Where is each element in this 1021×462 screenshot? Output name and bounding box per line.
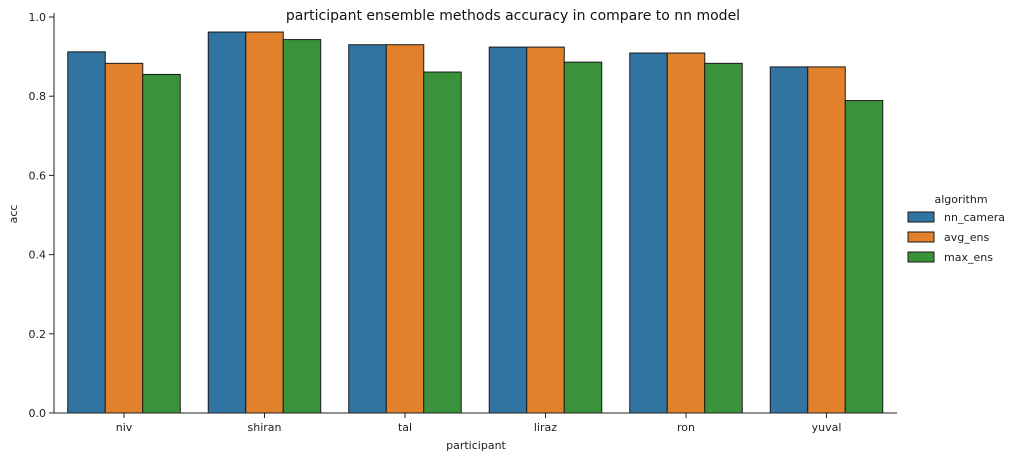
- legend-label-max_ens: max_ens: [944, 251, 993, 264]
- bar-max_ens-yuval: [844, 100, 884, 414]
- y-tick-label: 0.0: [29, 407, 47, 420]
- y-tick-label: 1.0: [29, 11, 47, 24]
- legend-swatch-max_ens: [907, 251, 935, 263]
- bar-nn_camera-yuval: [769, 66, 809, 414]
- legend-title: algorithm: [934, 193, 987, 206]
- x-tick-label: yuval: [812, 421, 842, 434]
- x-tick-label: liraz: [534, 421, 557, 434]
- bar-avg_ens-yuval: [807, 66, 846, 414]
- legend-label-nn_camera: nn_camera: [944, 211, 1005, 224]
- x-tick-label: shiran: [248, 421, 282, 434]
- bar-avg_ens-liraz: [526, 46, 565, 414]
- x-axis: niv shiran tal liraz ron yuval: [54, 412, 897, 434]
- bar-avg_ens-shiran: [245, 31, 284, 414]
- bar-nn_camera-ron: [629, 52, 668, 414]
- y-tick-label: 0.6: [29, 169, 47, 182]
- legend-label-avg_ens: avg_ens: [944, 231, 989, 244]
- y-tick-label: 0.4: [29, 249, 47, 262]
- bar-max_ens-niv: [142, 73, 181, 414]
- x-tick-label: ron: [677, 421, 695, 434]
- chart-title: participant ensemble methods accuracy in…: [286, 8, 740, 24]
- bar-avg_ens-tal: [385, 44, 425, 414]
- x-axis-label: participant: [446, 439, 506, 452]
- bar-max_ens-ron: [704, 62, 743, 414]
- bar-max_ens-shiran: [282, 39, 322, 414]
- y-axis-label: acc: [7, 205, 20, 224]
- legend: algorithm nn_camera avg_ens max_ens: [907, 193, 1005, 264]
- x-tick-label: tal: [398, 421, 412, 434]
- y-tick-label: 0.8: [29, 90, 47, 103]
- bar-max_ens-tal: [423, 71, 462, 414]
- x-tick-label: niv: [116, 421, 133, 434]
- legend-swatch-nn_camera: [907, 211, 935, 223]
- y-axis: 0.0 0.2 0.4 0.6 0.8 1.0: [29, 11, 55, 420]
- bar-nn_camera-tal: [348, 44, 387, 414]
- legend-swatch-avg_ens: [907, 231, 935, 243]
- y-tick-label: 0.2: [29, 328, 47, 341]
- bar-nn_camera-liraz: [488, 46, 528, 414]
- plot-area: [67, 31, 884, 414]
- bar-avg_ens-ron: [666, 52, 706, 414]
- bar-avg_ens-niv: [104, 62, 144, 414]
- bar-max_ens-liraz: [563, 61, 603, 414]
- bar-nn_camera-shiran: [207, 31, 247, 414]
- bar-nn_camera-niv: [67, 51, 106, 414]
